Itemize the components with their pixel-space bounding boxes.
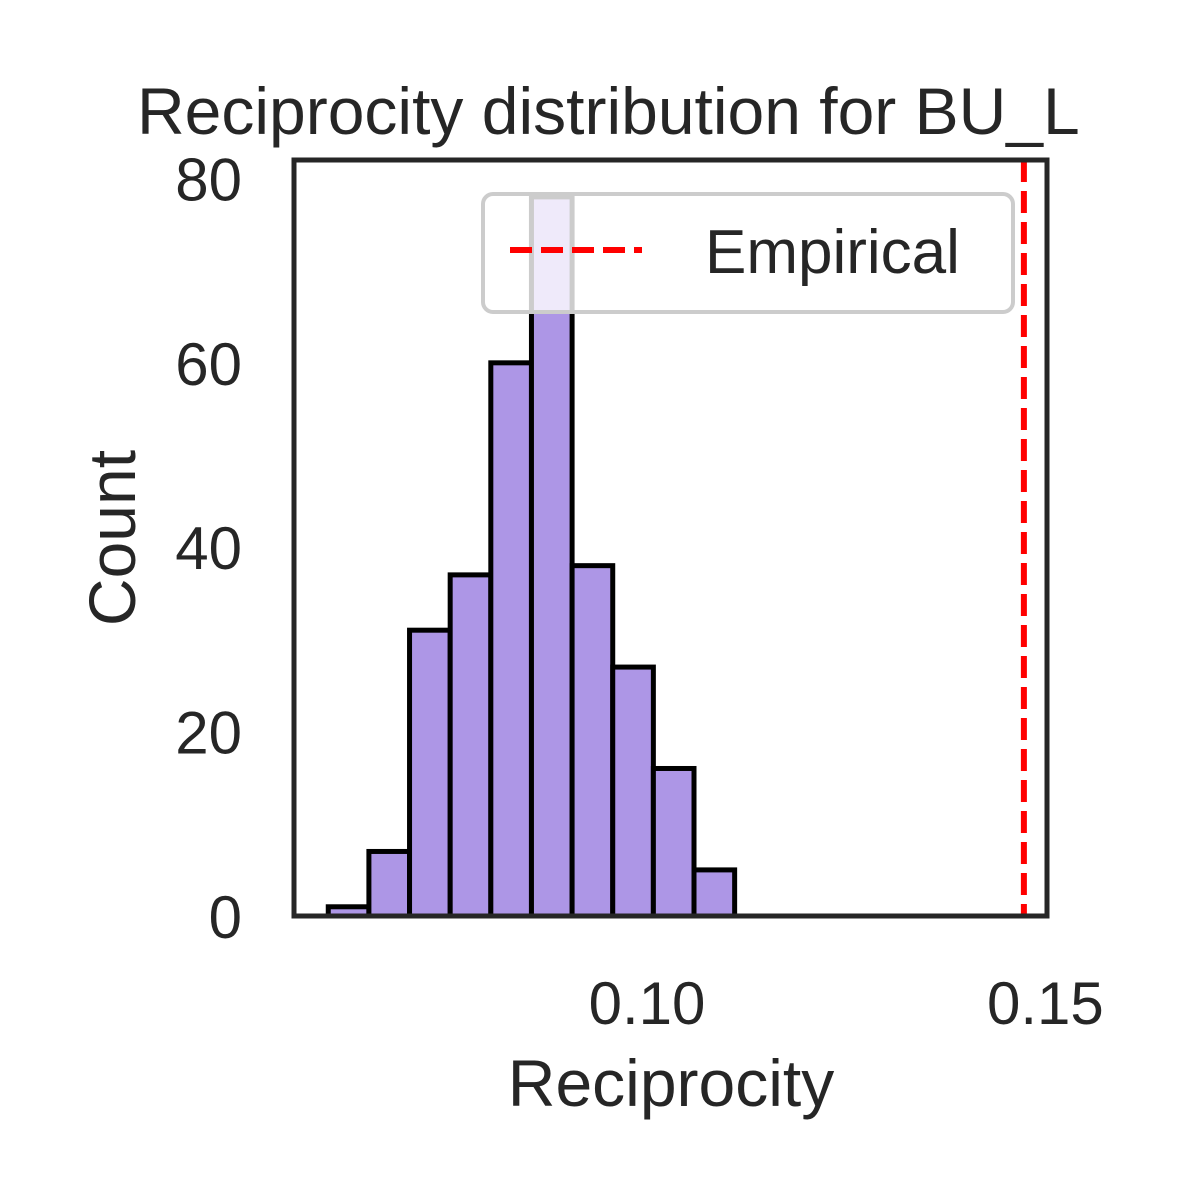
histogram-bar-3 <box>447 572 494 919</box>
legend-label-empirical: Empirical <box>705 218 960 287</box>
y-tick-label-0: 0 <box>209 884 242 951</box>
x-tick-label-0.15: 0.15 <box>987 970 1104 1037</box>
histogram-bar-4 <box>488 360 534 919</box>
x-tick-label-0.10: 0.10 <box>589 970 706 1037</box>
y-tick-label-80: 80 <box>175 146 242 213</box>
y-tick-label-60: 60 <box>175 331 242 398</box>
y-tick-label-20: 20 <box>175 700 242 767</box>
x-tick-labels: 0.10 0.15 <box>589 970 1104 1037</box>
y-tick-label-40: 40 <box>175 515 242 582</box>
legend-box <box>481 192 1015 314</box>
chart-title: Reciprocity distribution for BU_L <box>137 74 1080 148</box>
histogram-bar-7 <box>610 664 656 919</box>
histogram-bar-1 <box>366 848 413 919</box>
histogram-bar-2 <box>407 627 453 919</box>
histogram-bar-6 <box>569 563 616 919</box>
y-axis-label: Count <box>75 450 149 626</box>
y-tick-labels: 0 20 40 60 80 <box>175 146 242 951</box>
histogram-bar-9 <box>691 867 738 919</box>
axes-frame <box>291 157 1050 919</box>
legend: Empirical <box>481 192 1015 314</box>
histogram-bar-8 <box>650 765 697 919</box>
x-axis-label: Reciprocity <box>508 1046 834 1120</box>
